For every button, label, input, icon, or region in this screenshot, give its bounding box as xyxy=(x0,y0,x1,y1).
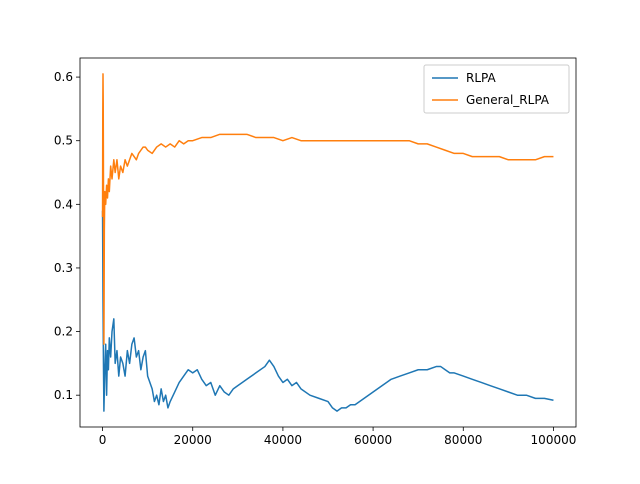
y-tick-label: 0.5 xyxy=(54,134,73,148)
legend-label: RLPA xyxy=(466,71,496,85)
y-tick-label: 0.4 xyxy=(54,197,73,211)
axes-frame xyxy=(79,57,577,428)
series-line-rlpa xyxy=(101,210,554,412)
axes: 0 20000 40000 60000 80000 100000 0.1 0.2 0.3 0.4 0… xyxy=(54,57,577,447)
y-tick-label: 0.2 xyxy=(54,325,73,339)
x-tick-label: 60000 xyxy=(354,433,392,447)
x-tick-label: 100000 xyxy=(531,433,577,447)
legend-box xyxy=(423,64,570,114)
x-tick-label: 20000 xyxy=(174,433,212,447)
x-tick-label: 40000 xyxy=(264,433,302,447)
series-line-general-rlpa xyxy=(101,73,554,346)
x-tick-label: 80000 xyxy=(444,433,482,447)
plot-area xyxy=(101,73,554,412)
x-tick-label: 0 xyxy=(99,433,107,447)
y-tick-label: 0.3 xyxy=(54,261,73,275)
legend-label: General_RLPA xyxy=(466,93,550,107)
y-tick-label: 0.1 xyxy=(54,388,73,402)
y-tick-label: 0.6 xyxy=(54,70,73,84)
legend: RLPA General_RLPA xyxy=(423,64,570,114)
